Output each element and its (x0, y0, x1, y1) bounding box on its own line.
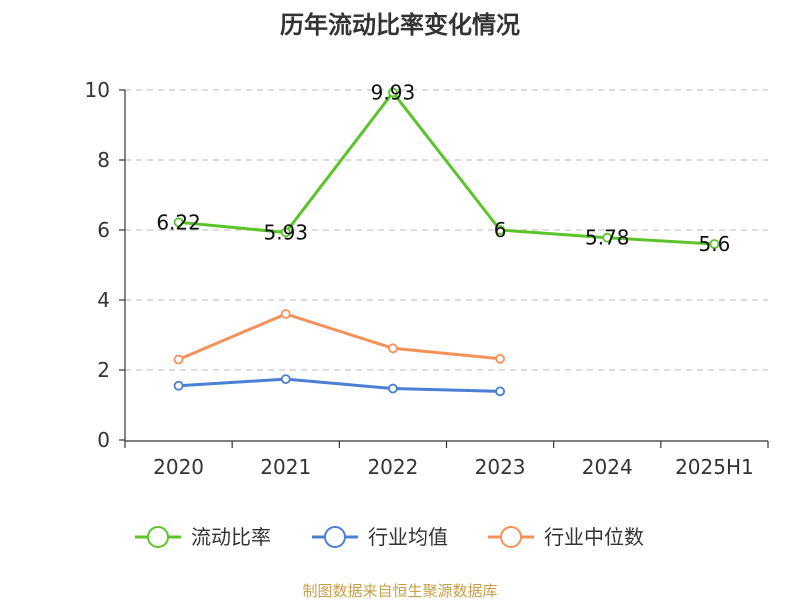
x-tick-label: 2022 (367, 455, 418, 479)
data-label: 6.22 (156, 210, 201, 234)
data-point[interactable] (173, 354, 184, 365)
data-label: 5.93 (263, 220, 308, 244)
data-label: 5.78 (585, 226, 630, 250)
series-line (177, 312, 501, 361)
source-note: 制图数据来自恒生聚源数据库 (302, 582, 497, 600)
legend-label: 行业均值 (368, 525, 448, 549)
legend[interactable]: 流动比率 行业均值 行业中位数 (135, 525, 644, 549)
legend-item[interactable]: 行业中位数 (488, 525, 644, 549)
data-point[interactable] (388, 343, 398, 354)
legend-label: 流动比率 (191, 525, 271, 549)
data-point[interactable] (495, 386, 505, 397)
legend-marker (324, 526, 346, 548)
data-label: 5.6 (699, 232, 731, 256)
data-point[interactable] (388, 383, 398, 394)
data-point[interactable] (388, 87, 398, 98)
legend-marker (147, 526, 169, 548)
data-point[interactable] (173, 217, 184, 228)
y-tick-label: 8 (97, 148, 110, 172)
x-tick-label: 2021 (260, 455, 311, 479)
series-line (178, 90, 715, 246)
legend-marker (500, 526, 522, 548)
x-tick-label: 2023 (475, 455, 526, 479)
x-tick-label: 2025H1 (675, 455, 754, 479)
data-point[interactable] (280, 227, 291, 238)
series-line (178, 377, 501, 393)
axes: 0 2 4 6 8 10 2020 2021 2022 2023 2024 2025H1 (85, 78, 769, 479)
y-tick-label: 2 (97, 358, 110, 382)
legend-item[interactable]: 行业均值 (312, 525, 448, 549)
data-label: 6 (494, 218, 507, 242)
y-tick-label: 4 (97, 288, 110, 312)
data-point[interactable] (173, 380, 184, 391)
data-labels: 6.22 5.93 9.93 6 5.78 5.6 (156, 80, 730, 256)
data-point[interactable] (602, 232, 613, 243)
data-point[interactable] (280, 309, 291, 319)
y-tick-label: 0 (97, 428, 110, 452)
y-tick-label: 10 (85, 78, 110, 102)
chart-title: 历年流动比率变化情况 (280, 11, 520, 39)
data-label: 9.93 (371, 80, 416, 104)
data-point[interactable] (280, 374, 291, 385)
data-point[interactable] (709, 239, 720, 249)
legend-item[interactable]: 流动比率 (135, 525, 271, 549)
x-tick-label: 2024 (582, 455, 633, 479)
x-tick-label: 2020 (153, 455, 204, 479)
legend-label: 行业中位数 (544, 525, 644, 549)
y-tick-label: 6 (97, 218, 110, 242)
data-point[interactable] (495, 225, 505, 235)
series-layer (173, 87, 720, 397)
data-point[interactable] (495, 353, 505, 364)
grid (125, 89, 768, 371)
